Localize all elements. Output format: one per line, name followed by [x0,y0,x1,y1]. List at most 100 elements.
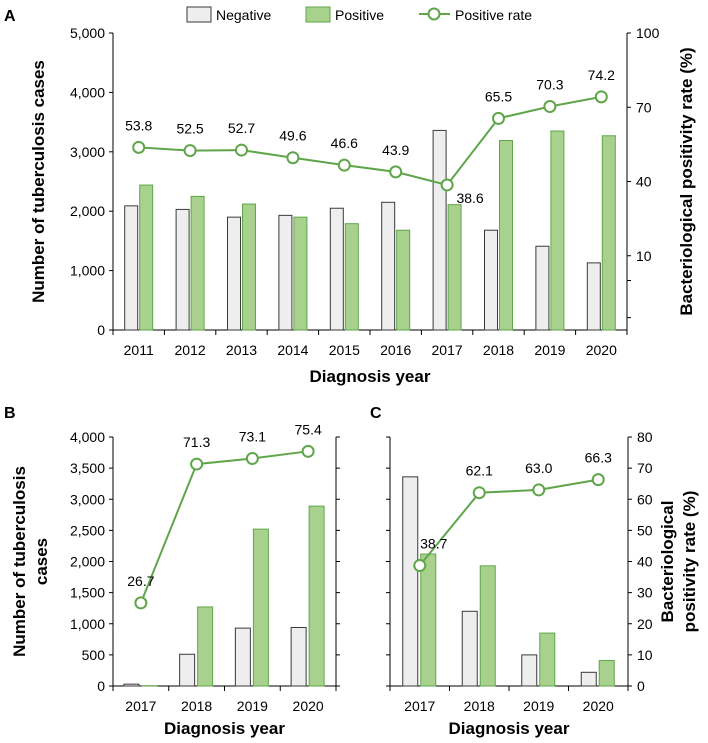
bar-negative-2018 [484,229,498,331]
rate-label-2020: 66.3 [585,450,612,466]
y-right-tick-label: 60 [637,491,653,507]
y-right-tick-label: 70 [636,99,652,115]
rate-point-2018 [492,111,505,125]
rate-point-2016 [389,165,403,179]
y-tick-label: 2,500 [70,522,105,538]
panel-label-c: C [370,405,382,422]
y-tick-label: 3,000 [70,144,105,160]
bar-negative-2013 [227,216,241,331]
bar-positive-2014 [293,216,308,331]
rate-label-2014: 49.6 [279,128,306,144]
y-tick-label: 3,000 [70,491,105,507]
bar-negative-2018 [179,653,196,687]
x-tick-label: 2018 [181,698,212,714]
y-tick-label: 2,000 [70,554,105,570]
legend-negative-swatch [186,6,212,23]
rate-label-2020: 75.4 [295,421,322,437]
rate-label-2019: 73.1 [239,428,266,444]
x-axis-title: Diagnosis year [310,367,431,386]
bar-negative-2017 [432,129,447,331]
bar-positive-2017 [420,553,437,687]
y-right-tick-label: 70 [637,460,653,476]
y-tick-label: 0 [97,678,105,694]
panel-b: 0 500 1,000 1,500 2,000 2,500 3,000 3,500 4,000 2… [4,405,340,738]
y-right-tick-label: 80 [637,429,653,445]
rate-label-2018: 71.3 [183,434,210,450]
bar-positive-2015 [344,223,359,331]
y-tick-label: 1,000 [70,263,105,279]
x-tick-label: 2018 [483,342,514,358]
bar-positive-2019 [550,130,565,331]
x-tick-label: 2020 [583,698,614,714]
rate-point-2019 [245,451,259,465]
rate-label-2017: 38.7 [420,536,447,552]
x-tick-label: 2011 [124,342,154,358]
bar-negative-2020 [290,626,307,687]
x-tick-label: 2015 [329,342,360,358]
rate-point-2017 [413,559,427,573]
bar-positive-2019 [252,528,269,687]
x-tick-label: 2013 [226,342,257,358]
y-tick-label: 5,000 [70,25,105,41]
positive-rate-line [418,478,599,567]
rate-label-2012: 52.5 [176,121,203,137]
y-axis-title: Number of tuberculosis cases [10,466,51,657]
y-right-tick-label: 50 [637,522,653,538]
rate-label-2018: 65.5 [485,88,512,104]
x-axis-title: Diagnosis year [449,719,570,738]
bar-negative-2017 [123,683,140,687]
rate-point-2014 [286,151,300,165]
bar-negative-2017 [402,476,419,687]
x-tick-label: 2017 [404,698,435,714]
rate-label-2011: 53.8 [125,117,152,133]
bar-positive-2017 [447,204,462,331]
rate-label-2017: 26.7 [127,573,154,589]
bar-negative-2018 [461,610,478,687]
x-tick-label: 2016 [380,342,411,358]
bar-negative-2020 [586,262,601,331]
bar-negative-2014 [278,214,293,331]
bar-positive-2018 [197,606,214,687]
rate-point-2018 [472,486,486,500]
y-tick-label: 0 [97,322,105,338]
panel-c: 0 10 20 30 40 50 60 70 80 2017 2018 2019 2020 38.7 62.… [370,405,699,738]
positive-rate-line [139,450,309,604]
bar-negative-2020 [580,671,597,687]
legend-rate-marker [427,7,441,21]
rate-label-2015: 46.6 [331,135,358,151]
bar-negative-2011 [124,205,139,331]
rate-label-2016: 43.9 [382,142,409,158]
y-right-tick-label: 100 [636,25,660,41]
y-right-axis-title-line1: Bacteriological [658,501,677,623]
y-right-axis-title-line2: positivity rate (%) [680,491,699,633]
y-right-tick-label: 40 [637,554,653,570]
rate-point-2019 [543,100,557,114]
rate-point-2020 [301,444,315,458]
bar-negative-2019 [535,245,550,331]
y-tick-label: 1,000 [70,616,105,632]
x-tick-label: 2020 [293,698,324,714]
rate-point-2020 [594,90,608,104]
x-tick-label: 2019 [534,342,565,358]
bar-positive-2016 [396,229,411,331]
rate-label-2017: 38.6 [456,190,483,206]
bar-positive-2020 [601,135,616,331]
panel-label-a: A [4,8,16,25]
bar-negative-2012 [175,208,190,331]
rate-label-2019: 70.3 [536,77,563,93]
y-tick-label: 4,000 [70,84,105,100]
x-tick-label: 2019 [237,698,268,714]
rate-point-2011 [132,140,146,154]
y-tick-label: 4,000 [70,429,105,445]
y-right-axis-title: Bacteriological positivity rate (%) [658,491,699,633]
rate-label-2013: 52.7 [228,120,255,136]
rate-point-2019 [532,483,546,497]
y-right-tick-label: 20 [637,616,653,632]
rate-point-2012 [183,144,197,158]
rate-label-2018: 62.1 [466,463,493,479]
bar-negative-2019 [521,654,538,687]
rate-label-2020: 74.2 [588,67,615,83]
x-tick-label: 2019 [523,698,554,714]
bar-positive-2020 [308,505,325,687]
y-tick-label: 500 [82,647,106,663]
